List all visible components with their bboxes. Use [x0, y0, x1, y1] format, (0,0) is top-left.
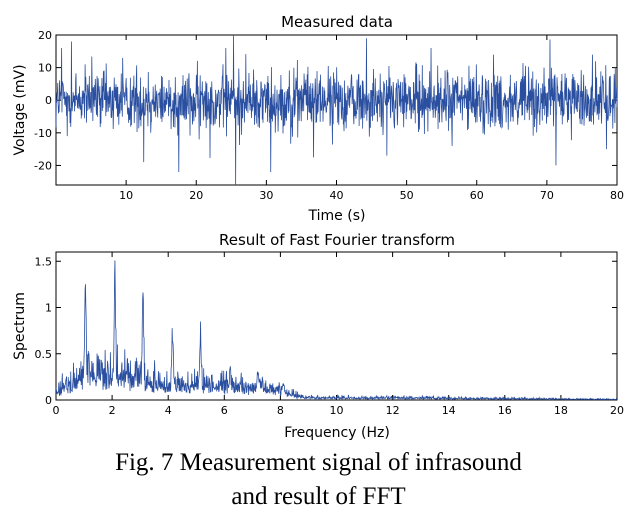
spectrum-series-line	[55, 260, 618, 401]
x-axis-label: Frequency (Hz)	[284, 425, 390, 441]
x-tick-label: 4	[165, 404, 172, 417]
chart-title: Result of Fast Fourier transform	[219, 231, 455, 249]
measured-data-chart: Measured data 10 20 30 40 50 60 70 80 -20 -10 0 10 2…	[12, 13, 624, 224]
x-tick-label: 0	[53, 404, 60, 417]
y-axis-label: Voltage (mV)	[12, 64, 28, 155]
y-axis-label: Spectrum	[12, 292, 28, 360]
x-tick-label: 10	[119, 189, 133, 202]
y-tick-label: 0	[45, 394, 52, 407]
y-tick-label: 0	[45, 94, 52, 107]
axis-ticks: 10 20 30 40 50 60 70 80 -20 -10 0 10 20	[34, 29, 624, 202]
y-tick-label: -20	[34, 159, 52, 172]
voltage-series-line	[55, 34, 618, 186]
y-tick-label: -10	[34, 127, 52, 140]
x-tick-label: 50	[400, 189, 414, 202]
fft-chart: Result of Fast Fourier transform 0 2 4 6 8 10…	[12, 231, 624, 441]
x-tick-label: 6	[221, 404, 228, 417]
x-tick-label: 20	[610, 404, 624, 417]
x-tick-label: 2	[109, 404, 116, 417]
x-tick-label: 10	[330, 404, 344, 417]
x-tick-label: 12	[386, 404, 400, 417]
y-tick-label: 10	[38, 62, 52, 75]
figure-caption-line-2: and result of FFT	[231, 483, 406, 510]
x-tick-label: 70	[540, 189, 554, 202]
x-tick-label: 40	[330, 189, 344, 202]
y-tick-label: 20	[38, 29, 52, 42]
x-tick-label: 60	[470, 189, 484, 202]
y-tick-label: 1.5	[35, 255, 53, 268]
x-tick-label: 18	[554, 404, 568, 417]
x-tick-label: 16	[498, 404, 512, 417]
y-tick-label: 1	[45, 302, 52, 315]
chart-title: Measured data	[281, 13, 393, 31]
figure-caption-line-1: Fig. 7 Measurement signal of infrasound	[115, 449, 522, 476]
x-tick-label: 20	[189, 189, 203, 202]
axis-ticks: 0 2 4 6 8 10 12 14 16 18 20 0 0.5 1 1.5	[35, 252, 624, 417]
x-axis-label: Time (s)	[308, 208, 366, 224]
x-tick-label: 30	[259, 189, 273, 202]
x-tick-label: 8	[277, 404, 284, 417]
x-tick-label: 14	[442, 404, 456, 417]
y-tick-label: 0.5	[35, 348, 53, 361]
x-tick-label: 80	[610, 189, 624, 202]
